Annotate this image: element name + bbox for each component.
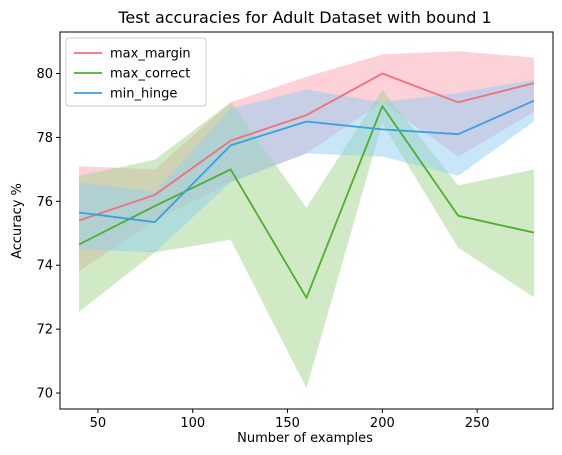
y-tick-label-74: 74 bbox=[36, 259, 53, 274]
y-axis-label: Accuracy % bbox=[10, 183, 25, 259]
x-tick-label-100: 100 bbox=[180, 416, 205, 431]
x-tick-label-50: 50 bbox=[90, 416, 107, 431]
legend-box bbox=[65, 37, 207, 107]
y-axis: 70 72 74 76 78 80 bbox=[36, 67, 60, 402]
y-tick-label-70: 70 bbox=[36, 387, 53, 402]
legend: max_margin max_correct min_hinge bbox=[65, 37, 207, 107]
chart-title: Test accuracies for Adult Dataset with b… bbox=[117, 8, 491, 27]
y-tick-label-80: 80 bbox=[36, 67, 53, 82]
x-axis: 50 100 150 200 250 bbox=[90, 409, 490, 431]
legend-label-max-margin: max_margin bbox=[110, 47, 191, 62]
x-tick-label-150: 150 bbox=[275, 416, 300, 431]
legend-label-min-hinge: min_hinge bbox=[110, 87, 177, 102]
y-tick-label-72: 72 bbox=[36, 323, 53, 338]
plot-frame bbox=[59, 31, 554, 410]
y-tick-label-76: 76 bbox=[36, 195, 53, 210]
x-axis-label: Number of examples bbox=[237, 431, 373, 446]
x-tick-label-250: 250 bbox=[465, 416, 490, 431]
x-tick-label-200: 200 bbox=[370, 416, 395, 431]
y-tick-label-78: 78 bbox=[36, 131, 53, 146]
band-min-hinge bbox=[79, 79, 534, 253]
confidence-bands bbox=[79, 51, 534, 389]
series-lines bbox=[78, 72, 535, 299]
legend-label-max-correct: max_correct bbox=[110, 67, 190, 82]
